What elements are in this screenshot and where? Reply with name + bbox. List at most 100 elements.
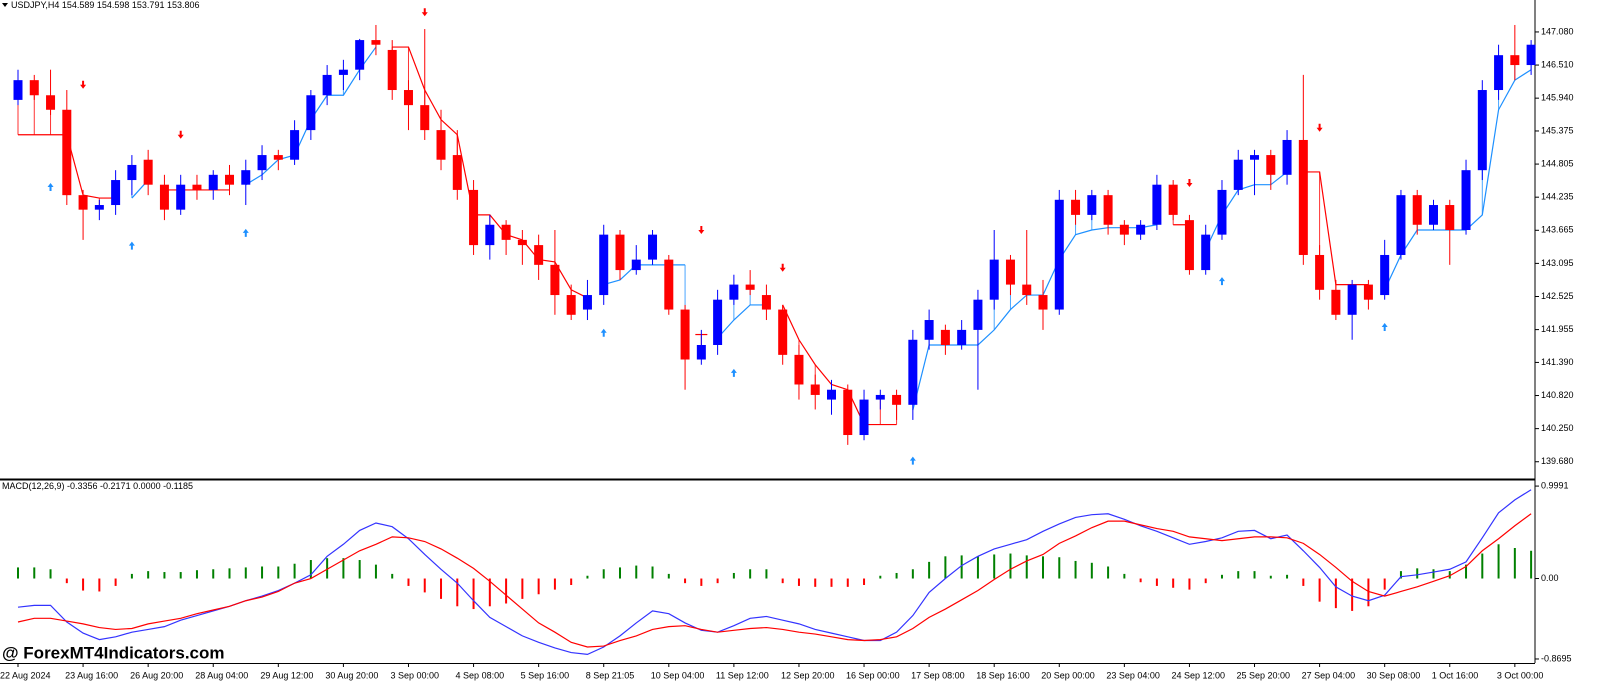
x-tick-label: 17 Sep 08:00 — [911, 670, 965, 680]
sell-arrow — [1316, 123, 1323, 132]
candle-body — [1266, 155, 1276, 175]
candle-body — [257, 155, 267, 171]
candle-body — [225, 174, 235, 185]
candle-body — [648, 234, 658, 260]
candle-body — [843, 389, 853, 436]
candle-body — [615, 234, 625, 271]
x-tick-label: 23 Aug 16:00 — [65, 670, 118, 680]
signal-line — [17, 513, 1532, 648]
candle-body — [436, 130, 446, 160]
candle-body — [338, 69, 348, 75]
candle-body — [1477, 90, 1487, 171]
candle-body — [78, 195, 88, 210]
candle-body — [582, 295, 592, 310]
candle-body — [989, 259, 999, 300]
candle-body — [62, 109, 72, 196]
candle-body — [1510, 55, 1520, 66]
candle-body — [143, 159, 153, 185]
candle-body — [1461, 170, 1471, 230]
candle-body — [127, 164, 137, 181]
candle-body — [778, 309, 788, 355]
candle-body — [1152, 184, 1162, 225]
candle-body — [452, 155, 462, 190]
trend-down-line — [782, 304, 897, 426]
candle-body — [1038, 295, 1048, 310]
candle-body — [1233, 159, 1243, 190]
y-tick-label: -0.8695 — [1541, 653, 1572, 663]
candle-body — [1022, 284, 1032, 296]
candle-body — [1380, 254, 1390, 296]
candle-body — [1428, 205, 1438, 225]
candle-body — [420, 105, 430, 131]
candle-body — [566, 295, 576, 315]
watermark: @ ForexMT4Indicators.com — [2, 643, 225, 662]
x-tick-label: 26 Aug 20:00 — [130, 670, 183, 680]
sell-arrow — [177, 130, 184, 139]
x-tick-label: 12 Sep 20:00 — [781, 670, 835, 680]
sell-arrow — [80, 80, 87, 89]
candle-body — [1103, 195, 1113, 225]
y-tick-label: 143.665 — [1541, 225, 1574, 235]
candle-body — [403, 90, 413, 106]
candle-body — [208, 174, 218, 190]
candle-body — [794, 354, 804, 385]
candle-body — [534, 245, 544, 265]
y-tick-label: 146.510 — [1541, 59, 1574, 69]
candle-body — [680, 309, 690, 360]
candle-body — [290, 130, 300, 160]
candle-body — [745, 284, 755, 290]
x-tick-label: 1 Oct 16:00 — [1432, 670, 1479, 680]
candle-body — [827, 389, 836, 400]
x-tick-label: 30 Sep 08:00 — [1367, 670, 1421, 680]
x-tick-label: 29 Aug 12:00 — [260, 670, 313, 680]
plot-area: 147.080 146.510 145.940 145.375 144.805 144.2… — [0, 8, 1574, 680]
y-tick-label: 142.525 — [1541, 291, 1574, 301]
candle-body — [1298, 139, 1308, 255]
candle-body — [192, 184, 202, 190]
sell-arrow — [1186, 178, 1193, 187]
x-tick-label: 28 Aug 04:00 — [195, 670, 248, 680]
sell-arrow — [779, 263, 786, 272]
x-tick-label: 4 Sep 08:00 — [456, 670, 505, 680]
candle-body — [1445, 205, 1455, 230]
buy-arrow — [600, 328, 607, 337]
candle-body — [1250, 155, 1260, 160]
candle-body — [469, 189, 479, 246]
candle-body — [176, 184, 186, 210]
candle-body — [1071, 199, 1081, 215]
candle-body — [159, 184, 169, 210]
candle-body — [1087, 195, 1097, 215]
buy-arrow — [1218, 277, 1225, 286]
candle-body — [1412, 195, 1422, 225]
candle-body — [517, 239, 527, 246]
candle-body — [664, 259, 674, 310]
x-tick-label: 3 Sep 00:00 — [390, 670, 439, 680]
buy-arrow — [1381, 322, 1388, 331]
candle-body — [355, 40, 365, 70]
x-tick-label: 16 Sep 00:00 — [846, 670, 900, 680]
candle-body — [696, 344, 706, 360]
symbol-menu-icon — [2, 3, 8, 7]
candle-body — [1331, 289, 1341, 315]
candle-body — [908, 339, 918, 405]
buy-arrow — [730, 368, 737, 377]
candle-body — [859, 399, 869, 436]
candle-body — [1119, 224, 1129, 235]
x-tick-label: 8 Sep 21:05 — [586, 670, 635, 680]
y-tick-label: 144.235 — [1541, 192, 1574, 202]
x-tick-label: 23 Sep 04:00 — [1106, 670, 1160, 680]
sell-arrow — [698, 225, 705, 234]
candle-body — [713, 299, 723, 345]
y-tick-label: 139.680 — [1541, 456, 1574, 466]
y-tick-label: 141.955 — [1541, 324, 1574, 334]
y-tick-label: 147.080 — [1541, 26, 1574, 36]
trend-up-line — [717, 304, 767, 339]
x-tick-label: 24 Sep 12:00 — [1171, 670, 1225, 680]
candle-body — [94, 205, 104, 210]
x-tick-label: 22 Aug 2024 — [0, 670, 51, 680]
candle-body — [111, 180, 121, 206]
y-tick-label: 0.00 — [1541, 573, 1559, 583]
buy-arrow — [128, 241, 135, 250]
candle-body — [1396, 195, 1406, 255]
candle-body — [371, 40, 381, 45]
